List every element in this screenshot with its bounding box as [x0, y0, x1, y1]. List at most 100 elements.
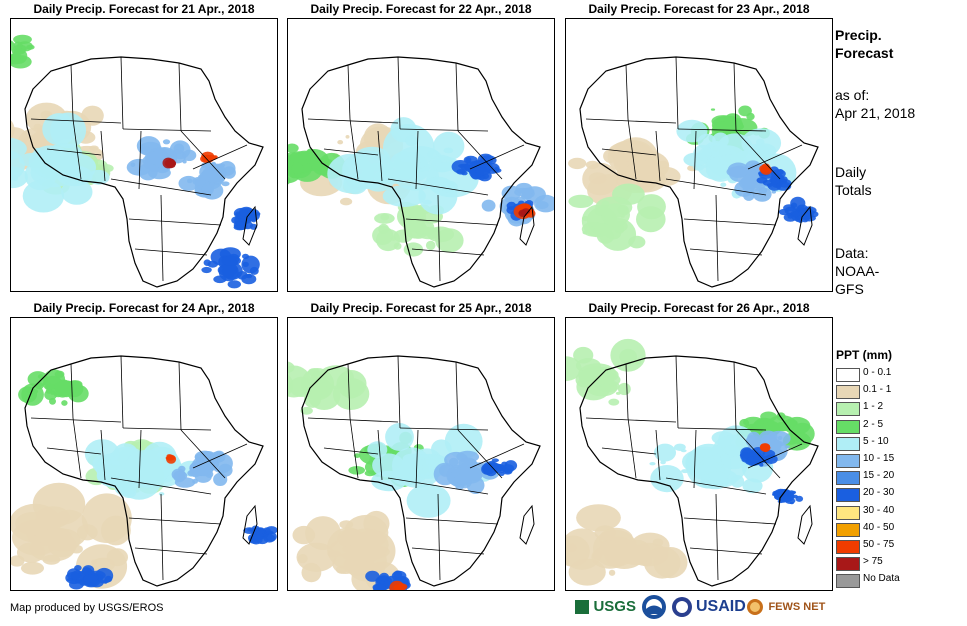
legend-label: > 75 [863, 556, 883, 568]
precip-blob [501, 461, 508, 466]
asof-date: Apr 21, 2018 [835, 105, 916, 121]
precip-blob [455, 484, 464, 490]
country-border [397, 56, 401, 130]
precip-blob [777, 435, 783, 441]
precip-blob [11, 555, 25, 567]
legend-label: 1 - 2 [863, 401, 884, 413]
madagascar-outline [797, 504, 813, 545]
panel-title: Daily Precip. Forecast for 24 Apr., 2018 [33, 301, 255, 315]
data-line3: GFS [835, 281, 864, 297]
precip-blob [758, 187, 768, 194]
precip-blob [313, 371, 320, 377]
panel-title: Daily Precip. Forecast for 26 Apr., 2018 [588, 301, 810, 315]
country-border [387, 477, 489, 495]
forecast-panel-6: Daily Precip. Forecast for 26 Apr., 2018 [565, 301, 833, 591]
country-border [100, 429, 106, 481]
precip-blob [453, 475, 462, 483]
precip-blob [649, 462, 656, 466]
africa-map [288, 318, 554, 590]
country-border [46, 447, 102, 455]
country-border [178, 361, 182, 431]
precip-blob [308, 377, 322, 391]
country-border [735, 130, 781, 180]
country-border [138, 130, 142, 190]
country-border [469, 144, 525, 170]
precip-blob [520, 210, 527, 215]
precip-blob [54, 370, 65, 378]
country-border [693, 429, 697, 489]
legend-label: 10 - 15 [863, 453, 895, 464]
country-border [323, 148, 379, 156]
precip-blob [720, 182, 727, 187]
precip-blob [340, 197, 353, 206]
precip-blob [242, 261, 249, 267]
legend-label: 15 - 20 [863, 470, 895, 482]
country-border [683, 218, 777, 226]
precip-blob [61, 179, 93, 205]
country-border [120, 56, 124, 130]
precip-map [565, 18, 833, 292]
precip-blob [365, 570, 380, 582]
precip-blob [730, 475, 745, 488]
legend-swatch [836, 488, 860, 503]
precip-blob [767, 415, 797, 432]
precip-blob [741, 128, 782, 158]
legend-item: 0.1 - 1 [836, 383, 916, 400]
precip-blob [192, 176, 206, 186]
precip-blob [241, 273, 257, 285]
country-border [675, 355, 679, 429]
precip-blob [165, 160, 175, 169]
precip-blob [178, 465, 186, 473]
precip-blob [44, 383, 56, 390]
precip-blob [61, 400, 68, 406]
country-border [134, 248, 208, 256]
precip-blob [657, 160, 669, 169]
precip-blob [288, 361, 295, 374]
country-border [437, 493, 441, 581]
precip-blob [11, 120, 15, 139]
precip-blob [21, 561, 44, 575]
country-border [601, 447, 657, 455]
precip-blob [173, 470, 186, 483]
precip-blob [743, 416, 764, 428]
precip-blob [738, 105, 752, 117]
precip-blob [201, 266, 212, 274]
precip-blob [37, 374, 44, 379]
country-border [70, 363, 74, 419]
country-border [160, 194, 164, 282]
precip-blob [439, 464, 452, 477]
country-border [349, 118, 359, 180]
precip-blob [394, 586, 405, 590]
precip-blob [588, 172, 607, 185]
country-border [122, 128, 212, 132]
precip-blob [433, 131, 465, 161]
precip-blob [218, 262, 239, 282]
legend-swatch [836, 471, 860, 486]
precip-blob [443, 147, 454, 154]
precip-blob [301, 562, 322, 583]
panel-title: Daily Precip. Forecast for 23 Apr., 2018 [588, 2, 810, 16]
panel-title: Daily Precip. Forecast for 25 Apr., 2018 [310, 301, 532, 315]
africa-map [11, 318, 277, 590]
legend-label: 40 - 50 [863, 521, 895, 533]
precip-blob [481, 199, 496, 212]
precip-blob [385, 423, 414, 451]
precip-blob [568, 194, 594, 208]
precip-blob [459, 465, 483, 484]
country-border [72, 118, 82, 180]
country-border [411, 248, 485, 256]
precip-blob [379, 572, 389, 582]
country-border [693, 130, 697, 190]
precip-blob [124, 449, 170, 488]
madagascar-outline [519, 205, 535, 246]
precip-blob [643, 546, 681, 579]
country-border [377, 429, 383, 481]
precip-blob [227, 280, 241, 289]
precip-blob [615, 391, 621, 395]
legend-item: No Data [836, 572, 916, 589]
precip-blob [764, 454, 778, 464]
precip-blob [114, 480, 137, 496]
precip-blob [506, 201, 517, 210]
precip-blob [740, 447, 753, 459]
sidebar-title-line2: Forecast [835, 45, 894, 61]
